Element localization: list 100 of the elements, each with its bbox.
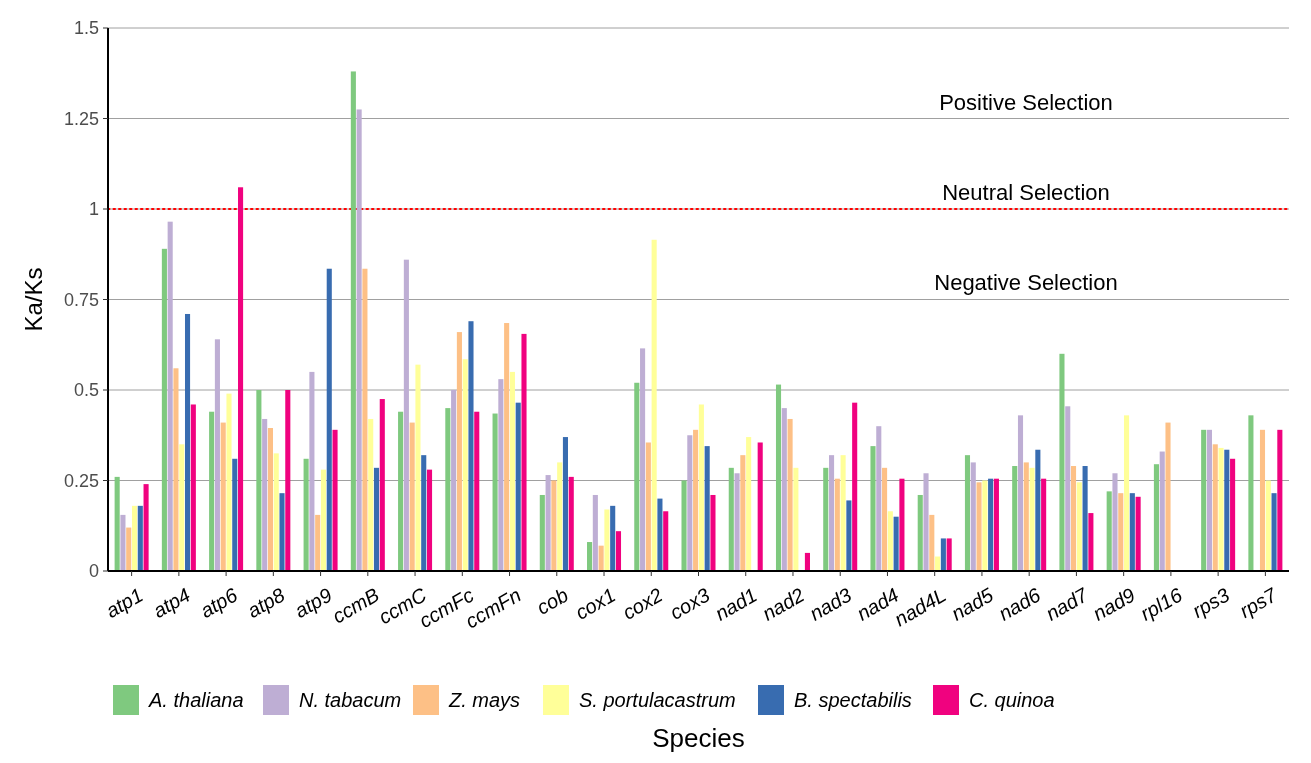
- bar: [634, 382, 640, 571]
- bar: [1201, 429, 1207, 571]
- bar: [267, 428, 273, 571]
- bar: [373, 467, 380, 571]
- bar: [114, 476, 120, 571]
- x-tick-label: rpl16: [1136, 583, 1187, 625]
- bar: [604, 509, 610, 571]
- bar: [315, 514, 321, 571]
- bar: [823, 467, 829, 571]
- y-tick-label: 0.25: [63, 470, 99, 491]
- bar: [846, 500, 852, 571]
- bar: [1265, 480, 1271, 571]
- bar: [545, 475, 551, 571]
- y-tick-label: 0.5: [73, 380, 99, 401]
- bar: [309, 371, 315, 571]
- bar: [657, 498, 663, 571]
- x-tick-label: cox3: [665, 583, 714, 624]
- bar: [993, 478, 999, 571]
- bar: [870, 446, 876, 571]
- bar: [539, 494, 545, 571]
- bar: [687, 435, 693, 571]
- bar: [562, 437, 568, 571]
- bar: [899, 478, 905, 571]
- bar: [882, 467, 888, 571]
- bar: [445, 408, 451, 571]
- bar: [426, 469, 433, 571]
- bar: [209, 411, 215, 571]
- bar: [640, 348, 646, 571]
- bar: [120, 514, 126, 571]
- bar: [740, 455, 746, 571]
- bar: [940, 538, 946, 571]
- y-tick-label: 0.75: [63, 289, 99, 310]
- x-tick-label: rps7: [1235, 583, 1282, 623]
- bar: [1129, 493, 1135, 571]
- bar: [1135, 496, 1141, 571]
- y-tick-label: 1: [88, 199, 99, 220]
- bar: [238, 187, 244, 571]
- bar: [131, 505, 138, 571]
- bar: [728, 467, 734, 571]
- bar: [350, 71, 356, 571]
- bar: [976, 482, 982, 571]
- bar: [1230, 458, 1236, 571]
- bar: [852, 402, 858, 571]
- bar: [332, 429, 338, 571]
- bar: [409, 422, 415, 571]
- bar: [587, 542, 593, 571]
- bar: [787, 418, 793, 571]
- annotation: Neutral Selection: [942, 180, 1110, 205]
- x-tick-label: cox1: [571, 583, 620, 624]
- bar: [834, 478, 840, 571]
- bar: [645, 442, 651, 571]
- bar: [1248, 415, 1254, 571]
- bar: [1212, 444, 1218, 571]
- bar: [1035, 449, 1041, 571]
- bar: [462, 359, 468, 571]
- bar: [379, 399, 385, 571]
- annotation: Positive Selection: [939, 90, 1113, 115]
- bar: [1206, 429, 1213, 571]
- bar: [557, 462, 563, 571]
- x-tick-label: atp8: [243, 583, 289, 623]
- bar: [521, 333, 527, 571]
- x-tick-label: atp4: [149, 583, 194, 623]
- bar: [1259, 429, 1266, 571]
- bar: [1277, 429, 1283, 571]
- bar: [1218, 447, 1224, 571]
- y-tick-label: 0: [88, 561, 99, 582]
- bar: [1023, 462, 1029, 571]
- bar: [1118, 493, 1124, 571]
- bar: [143, 484, 149, 571]
- bar: [167, 221, 173, 571]
- bar: [474, 411, 480, 571]
- bar: [303, 458, 309, 571]
- bar: [509, 371, 515, 571]
- bar: [610, 505, 616, 571]
- bar: [893, 516, 899, 571]
- bar: [1041, 478, 1047, 571]
- bar: [1271, 493, 1277, 571]
- x-tick-label: nad3: [805, 583, 856, 625]
- bar: [781, 408, 787, 571]
- bar: [1082, 466, 1088, 571]
- bar: [1224, 449, 1230, 571]
- bar: [456, 332, 462, 571]
- bar: [929, 514, 935, 571]
- bar: [279, 493, 285, 571]
- bar: [184, 313, 191, 571]
- x-tick-label: nad2: [758, 583, 808, 625]
- bar: [615, 531, 622, 571]
- bar: [415, 364, 421, 571]
- bar: [757, 442, 763, 571]
- bar: [840, 455, 846, 571]
- bar: [262, 418, 268, 571]
- bar: [988, 478, 994, 571]
- bar: [398, 411, 404, 571]
- bar: [734, 473, 740, 571]
- bar: [793, 467, 799, 571]
- bar: [256, 390, 262, 571]
- x-tick-label: atp6: [196, 583, 242, 623]
- bar: [515, 402, 521, 571]
- bar: [982, 480, 988, 571]
- bar: [179, 444, 185, 571]
